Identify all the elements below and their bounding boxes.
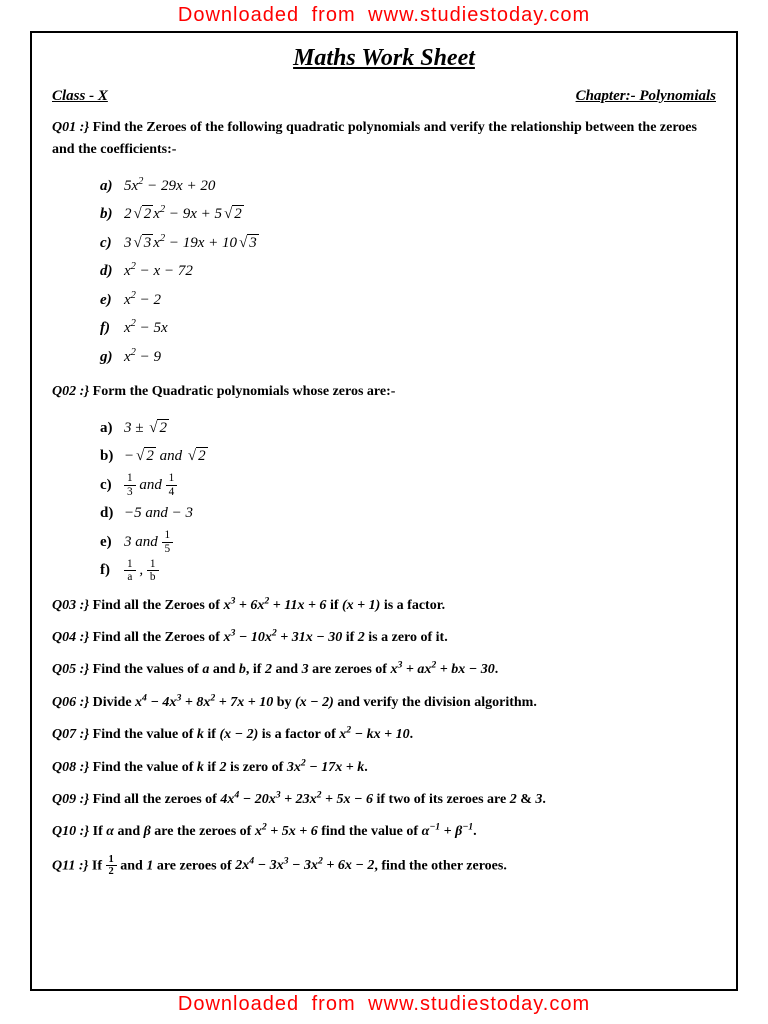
q02-a: a)3 ± 2 bbox=[100, 414, 716, 443]
q01-items: a)5x2 − 29x + 20 b)22x2 − 9x + 52 c)33x2… bbox=[100, 172, 716, 372]
question-01: Q01 :} Find the Zeroes of the following … bbox=[52, 117, 716, 162]
question-08: Q08 :} Find the value of k if 2 is zero … bbox=[52, 757, 716, 779]
q01-text: Find the Zeroes of the following quadrat… bbox=[52, 120, 697, 157]
top-banner: Downloaded from www.studiestoday.com bbox=[30, 0, 738, 31]
q01-e: e)x2 − 2 bbox=[100, 286, 716, 315]
q01-f: f)x2 − 5x bbox=[100, 314, 716, 343]
q01-d: d)x2 − x − 72 bbox=[100, 257, 716, 286]
q02-d: d)−5 and − 3 bbox=[100, 499, 716, 528]
question-06: Q06 :} Divide x4 − 4x3 + 8x2 + 7x + 10 b… bbox=[52, 692, 716, 714]
question-02: Q02 :} Form the Quadratic polynomials wh… bbox=[52, 381, 716, 403]
question-05: Q05 :} Find the values of a and b, if 2 … bbox=[52, 659, 716, 681]
q02-e: e)3 and 15 bbox=[100, 528, 716, 557]
class-label: Class - X bbox=[52, 88, 108, 105]
q02-items: a)3 ± 2 b)−2 and 2 c)13 and 14 d)−5 and … bbox=[100, 414, 716, 585]
bottom-banner: Downloaded from www.studiestoday.com bbox=[0, 989, 768, 1020]
question-04: Q04 :} Find all the Zeroes of x3 − 10x2 … bbox=[52, 627, 716, 649]
q02-text: Form the Quadratic polynomials whose zer… bbox=[93, 384, 396, 399]
q01-c: c)33x2 − 19x + 103 bbox=[100, 229, 716, 258]
header-row: Class - X Chapter:- Polynomials bbox=[52, 88, 716, 105]
page-title: Maths Work Sheet bbox=[52, 45, 716, 72]
question-07: Q07 :} Find the value of k if (x − 2) is… bbox=[52, 724, 716, 746]
q02-c: c)13 and 14 bbox=[100, 471, 716, 500]
q02-number: Q02 :} bbox=[52, 384, 89, 399]
q02-b: b)−2 and 2 bbox=[100, 442, 716, 471]
question-03: Q03 :} Find all the Zeroes of x3 + 6x2 +… bbox=[52, 595, 716, 617]
worksheet-page: Downloaded from www.studiestoday.com Mat… bbox=[0, 0, 768, 1024]
chapter-label: Chapter:- Polynomials bbox=[576, 88, 716, 105]
q01-b: b)22x2 − 9x + 52 bbox=[100, 200, 716, 229]
content-frame: Maths Work Sheet Class - X Chapter:- Pol… bbox=[30, 31, 738, 991]
q02-f: f)1a , 1b bbox=[100, 556, 716, 585]
q01-number: Q01 :} bbox=[52, 120, 89, 135]
question-09: Q09 :} Find all the zeroes of 4x4 − 20x3… bbox=[52, 789, 716, 811]
question-11: Q11 :} If 12 and 1 are zeroes of 2x4 − 3… bbox=[52, 854, 716, 878]
q01-a: a)5x2 − 29x + 20 bbox=[100, 172, 716, 201]
question-10: Q10 :} If α and β are the zeroes of x2 +… bbox=[52, 821, 716, 843]
q01-g: g)x2 − 9 bbox=[100, 343, 716, 372]
